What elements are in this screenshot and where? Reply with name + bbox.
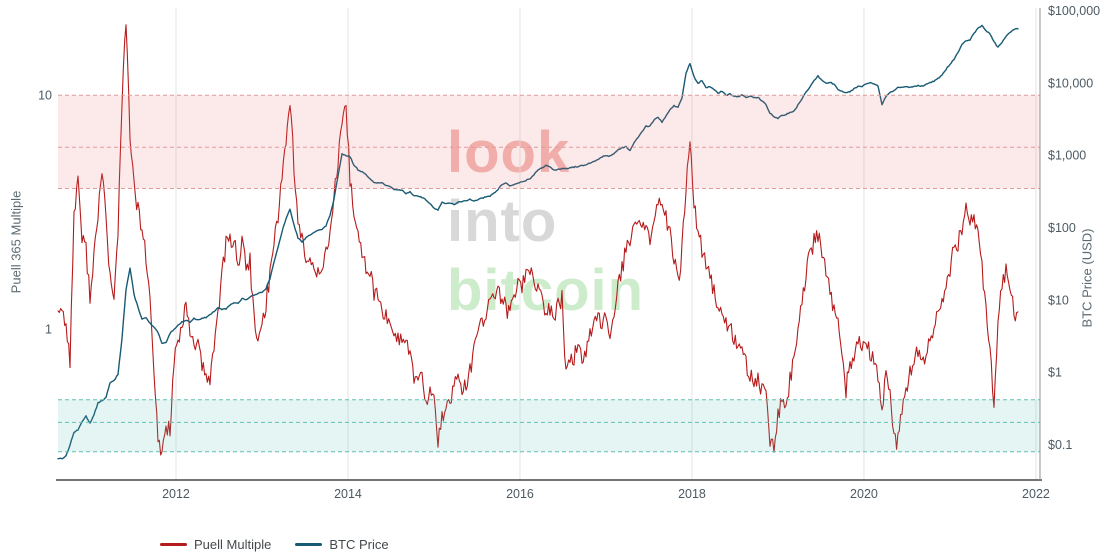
- right-tick-label-1000: $1,000: [1048, 149, 1086, 163]
- right-tick-label-1: $1: [1048, 366, 1062, 380]
- left-tick-label-1: 1: [45, 322, 52, 336]
- legend-item-puell-multiple[interactable]: Puell Multiple: [160, 537, 271, 552]
- right-axis-title: BTC Price (USD): [1079, 228, 1095, 328]
- watermark-word-into: into: [447, 189, 558, 254]
- x-tick-label-2012: 2012: [162, 487, 190, 501]
- right-tick-label-100000: $100,000: [1048, 4, 1100, 18]
- left-axis-title: Puell 365 Multiple: [8, 190, 24, 294]
- legend-item-btc-price[interactable]: BTC Price: [295, 537, 389, 552]
- series-btc-price[interactable]: [57, 24, 1019, 460]
- right-tick-label-100: $100: [1048, 221, 1076, 235]
- watermark-word-look: look: [447, 118, 644, 187]
- legend-swatch-puell-multiple: [160, 543, 187, 546]
- x-tick-label-2016: 2016: [506, 487, 534, 501]
- right-tick-label-10000: $10,000: [1048, 76, 1093, 90]
- band-sell-zone: [58, 95, 1040, 189]
- x-tick-label-2020: 2020: [850, 487, 878, 501]
- legend-label-puell-multiple: Puell Multiple: [194, 537, 272, 552]
- legend-label-btc-price: BTC Price: [329, 537, 389, 552]
- x-tick-label-2022: 2022: [1022, 487, 1050, 501]
- legend: Puell Multiple BTC Price: [160, 537, 389, 552]
- x-tick-label-2014: 2014: [334, 487, 362, 501]
- watermark: look into bitcoin: [447, 118, 644, 325]
- watermark-word-bitcoin: bitcoin: [447, 258, 645, 323]
- band-buy-zone: [58, 399, 1040, 452]
- x-tick-label-2018: 2018: [678, 487, 706, 501]
- right-tick-label-10: $10: [1048, 293, 1069, 307]
- series-puell-multiple[interactable]: [57, 24, 1019, 456]
- left-tick-label-10: 10: [38, 88, 52, 102]
- legend-swatch-btc-price: [295, 543, 323, 546]
- right-tick-label-0.1: $0.1: [1048, 438, 1072, 452]
